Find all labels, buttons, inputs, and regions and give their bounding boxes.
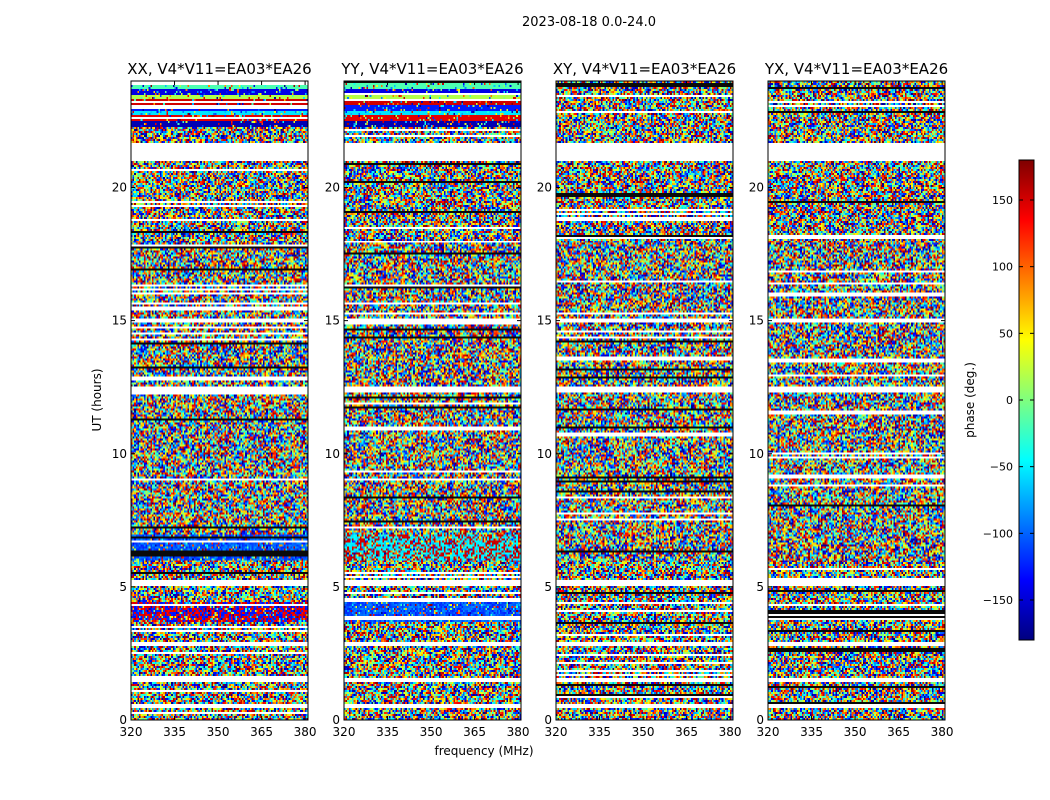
y-tick-label: 20	[325, 181, 340, 195]
y-tick-label: 15	[537, 314, 552, 328]
y-tick-label: 15	[112, 314, 127, 328]
panel-title: XY, V4*V11=EA03*EA26	[553, 60, 736, 78]
y-tick-label: 10	[325, 447, 340, 461]
panel-yy: YY, V4*V11=EA03*EA26 320 335 350 365 380 0 5 10 1…	[325, 60, 530, 739]
axes-frame	[130, 80, 309, 721]
x-tick-label: 320	[757, 725, 780, 739]
colorbar-tick-label: 100	[992, 261, 1013, 274]
x-tick-label: 335	[376, 725, 399, 739]
panel-xx: XX, V4*V11=EA03*EA26 320 335 350 365 380 0 5 10 1…	[112, 60, 317, 739]
x-tick-label: 380	[931, 725, 954, 739]
x-tick-label: 350	[632, 725, 655, 739]
x-tick-label: 365	[250, 725, 273, 739]
x-tick-label: 365	[675, 725, 698, 739]
y-tick-label: 15	[749, 314, 764, 328]
y-tick-label: 5	[756, 580, 764, 594]
y-tick-label: 0	[756, 713, 764, 727]
y-tick-label: 20	[537, 181, 552, 195]
colorbar-label: phase (deg.)	[963, 362, 977, 438]
y-tick-label: 10	[537, 447, 552, 461]
colorbar-ticks: −150 −100 −50 0 50 100 150	[983, 194, 1034, 607]
x-tick-label: 380	[294, 725, 317, 739]
y-axis-label: UT (hours)	[90, 368, 104, 431]
y-tick-label: 15	[325, 314, 340, 328]
y-tick-label: 10	[749, 447, 764, 461]
x-tick-label: 320	[545, 725, 568, 739]
panel-title: YX, V4*V11=EA03*EA26	[764, 60, 948, 78]
panel-title: YY, V4*V11=EA03*EA26	[340, 60, 523, 78]
x-tick-label: 350	[420, 725, 443, 739]
x-tick-label: 365	[887, 725, 910, 739]
x-tick-label: 335	[163, 725, 186, 739]
colorbar-tick-label: 0	[1006, 394, 1013, 407]
x-tick-label: 350	[207, 725, 230, 739]
y-tick-label: 0	[544, 713, 552, 727]
y-tick-label: 0	[332, 713, 340, 727]
x-tick-label: 380	[507, 725, 530, 739]
y-tick-label: 5	[119, 580, 127, 594]
x-axis-label: frequency (MHz)	[434, 744, 533, 758]
heatmap-raster	[344, 81, 521, 720]
panel-xy: XY, V4*V11=EA03*EA26 320 335 350 365 380 0 5 10 1…	[537, 60, 742, 739]
colorbar-tick-label: 50	[999, 327, 1013, 340]
heatmap-raster	[768, 81, 945, 720]
panel-title: XX, V4*V11=EA03*EA26	[127, 60, 311, 78]
y-tick-label: 10	[112, 447, 127, 461]
panels: XX, V4*V11=EA03*EA26 320 335 350 365 380 0 5 10 1…	[112, 60, 954, 739]
x-tick-label: 380	[719, 725, 742, 739]
y-tick-label: 20	[112, 181, 127, 195]
colorbar-tick-label: −100	[983, 527, 1013, 540]
x-tick-label: 320	[333, 725, 356, 739]
x-tick-label: 350	[844, 725, 867, 739]
heatmap-raster	[131, 81, 308, 720]
colorbar: −150 −100 −50 0 50 100 150 phase (deg.)	[963, 159, 1035, 641]
y-tick-label: 20	[749, 181, 764, 195]
colorbar-tick-label: −150	[983, 594, 1013, 607]
axes-frame	[343, 80, 522, 721]
axes-frame	[555, 80, 734, 721]
x-tick-label: 320	[120, 725, 143, 739]
heatmap-raster	[556, 81, 733, 720]
colorbar-tick-label: 150	[992, 194, 1013, 207]
x-tick-label: 365	[463, 725, 486, 739]
figure-title: 2023-08-18 0.0-24.0	[522, 15, 656, 30]
axes-frame	[767, 80, 946, 721]
panel-yx: YX, V4*V11=EA03*EA26 320 335 350 365 380 0 5 10 1…	[749, 60, 954, 739]
colorbar-tick-label: −50	[990, 461, 1013, 474]
y-tick-label: 0	[119, 713, 127, 727]
x-tick-label: 335	[800, 725, 823, 739]
y-tick-label: 5	[544, 580, 552, 594]
x-tick-label: 335	[588, 725, 611, 739]
y-tick-label: 5	[332, 580, 340, 594]
